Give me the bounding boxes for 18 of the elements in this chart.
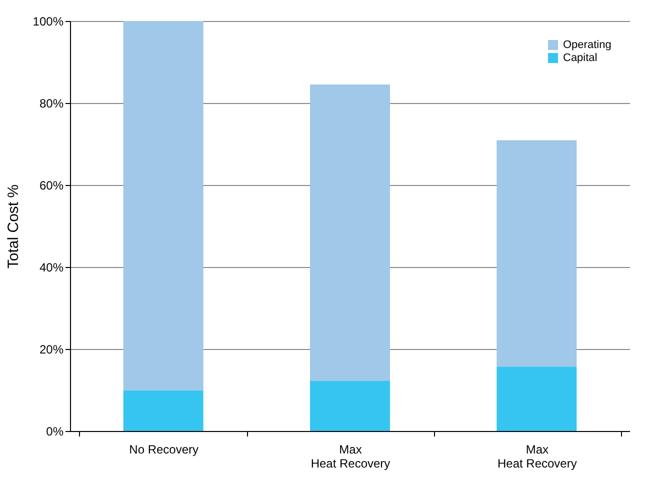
y-tick-label: 100%	[32, 14, 64, 28]
y-tick-label: 80%	[39, 96, 64, 110]
y-axis-title: Total Cost %	[4, 184, 22, 269]
bar	[123, 21, 204, 390]
legend-label: Operating	[563, 39, 612, 51]
x-tick-label: Max Heat Recovery	[310, 442, 390, 470]
bar	[496, 366, 577, 431]
bar	[310, 380, 390, 431]
bar	[310, 84, 390, 381]
x-tick-label: Max Heat Recovery	[497, 442, 577, 470]
bar	[123, 390, 204, 431]
x-tick-label: No Recovery	[129, 442, 199, 456]
bar	[496, 140, 577, 367]
y-tick-label: 0%	[46, 424, 64, 438]
y-tick-label: 20%	[39, 342, 64, 356]
legend-label: Capital	[563, 52, 598, 64]
y-tick-label: 40%	[39, 260, 64, 274]
y-tick-label: 60%	[39, 178, 64, 192]
